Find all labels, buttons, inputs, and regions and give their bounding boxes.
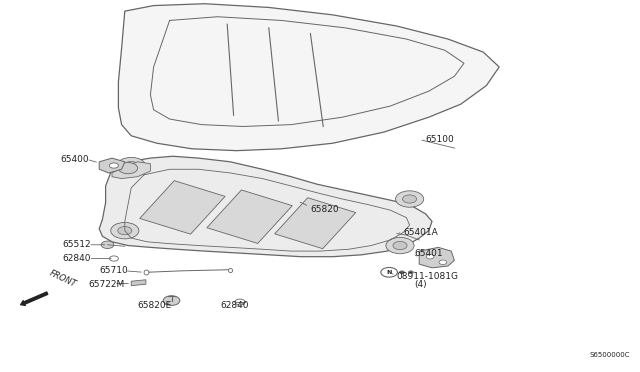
Polygon shape xyxy=(140,181,225,234)
Circle shape xyxy=(235,299,245,305)
Text: 65512: 65512 xyxy=(63,240,92,249)
Text: 62840: 62840 xyxy=(63,254,92,263)
Polygon shape xyxy=(118,4,499,151)
Circle shape xyxy=(426,254,434,259)
Text: 65100: 65100 xyxy=(426,135,454,144)
Circle shape xyxy=(109,163,118,168)
Text: 65400: 65400 xyxy=(61,155,90,164)
Text: 62840: 62840 xyxy=(221,301,250,310)
Circle shape xyxy=(408,271,413,274)
Text: 65401: 65401 xyxy=(415,249,444,258)
Circle shape xyxy=(109,256,118,261)
Circle shape xyxy=(381,267,397,277)
Circle shape xyxy=(101,241,114,248)
Polygon shape xyxy=(131,280,146,286)
Circle shape xyxy=(386,237,414,254)
Text: 08911-1081G: 08911-1081G xyxy=(397,272,459,280)
Circle shape xyxy=(118,227,132,235)
Text: N: N xyxy=(387,270,392,275)
Circle shape xyxy=(117,157,145,174)
Polygon shape xyxy=(112,162,150,179)
Text: 65710: 65710 xyxy=(99,266,128,275)
Text: 65820E: 65820E xyxy=(138,301,172,310)
Circle shape xyxy=(124,161,138,170)
Polygon shape xyxy=(99,156,432,257)
Circle shape xyxy=(111,222,139,239)
Polygon shape xyxy=(275,198,356,249)
Circle shape xyxy=(118,163,138,174)
Polygon shape xyxy=(207,190,292,243)
Circle shape xyxy=(396,191,424,207)
Text: FRONT: FRONT xyxy=(48,269,78,289)
Circle shape xyxy=(403,195,417,203)
Text: (4): (4) xyxy=(415,280,428,289)
Polygon shape xyxy=(99,158,125,173)
FancyArrowPatch shape xyxy=(20,292,48,305)
Text: 65820: 65820 xyxy=(310,205,339,214)
Text: 65722M: 65722M xyxy=(88,280,125,289)
Text: S6500000C: S6500000C xyxy=(590,352,630,358)
Polygon shape xyxy=(419,247,454,268)
Circle shape xyxy=(163,296,180,305)
Circle shape xyxy=(439,260,447,264)
Circle shape xyxy=(399,271,404,274)
Text: 65401A: 65401A xyxy=(403,228,438,237)
Circle shape xyxy=(393,241,407,250)
